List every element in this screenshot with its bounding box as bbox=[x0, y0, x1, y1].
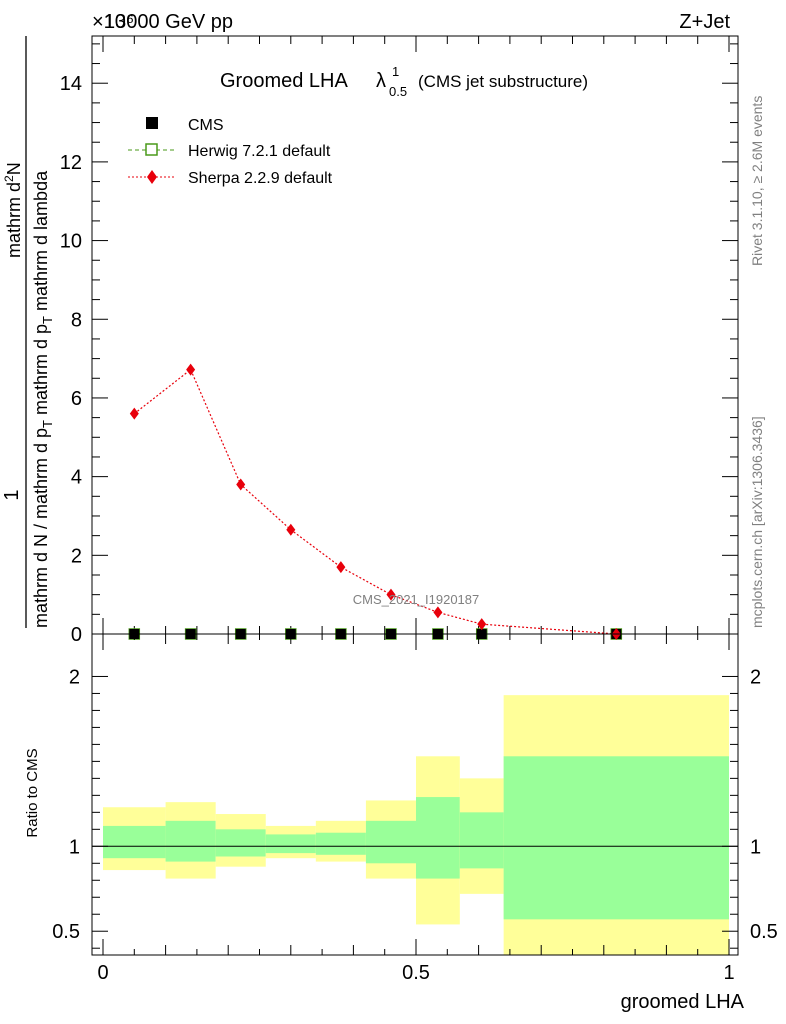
ylabel-den2: mathrm d p bbox=[31, 324, 51, 415]
ratio-axes: 0.5 0.5 1 1 2 2 0 0.5 1 bbox=[52, 634, 778, 984]
exponent-label: ×10⁶ bbox=[92, 11, 134, 33]
main-ytick-label: 12 bbox=[60, 152, 82, 174]
ratio-inner-band bbox=[416, 797, 460, 879]
ratio-ytick-label-right: 0.5 bbox=[750, 921, 778, 943]
ratio-ytick-label: 1 bbox=[69, 836, 80, 858]
sherpa-point bbox=[386, 588, 396, 601]
ratio-xtick-label: 1 bbox=[723, 962, 734, 984]
ratio-ytick-label-right: 2 bbox=[750, 666, 761, 688]
ratio-ytick-label-right: 1 bbox=[750, 836, 761, 858]
sherpa-point bbox=[186, 363, 196, 376]
ylabel-num2-group: mathrm d2N bbox=[2, 162, 24, 258]
ratio-xlabel: groomed LHA bbox=[621, 991, 745, 1013]
title-main: Groomed LHA bbox=[220, 70, 348, 92]
ylabel-num: 1 bbox=[1, 489, 23, 500]
ratio-inner-band bbox=[265, 834, 316, 854]
sherpa-point bbox=[236, 478, 246, 491]
sherpa-point bbox=[336, 561, 346, 574]
ylabel-num2: mathrm d bbox=[4, 182, 24, 258]
legend: CMS Herwig 7.2.1 default Sherpa 2.2.9 de… bbox=[128, 117, 333, 187]
legend-sherpa-marker bbox=[147, 170, 157, 184]
main-ytick-label: 10 bbox=[60, 231, 82, 253]
mcplots-credit-text: mcplots.cern.ch [arXiv:1306.3436] bbox=[749, 416, 765, 628]
ratio-bands bbox=[92, 695, 738, 955]
ratio-ylabel: Ratio to CMS bbox=[24, 748, 41, 837]
analysis-watermark: CMS_2021_I1920187 bbox=[353, 592, 480, 607]
main-ytick-label: 0 bbox=[71, 624, 82, 646]
ratio-inner-band bbox=[315, 832, 366, 855]
ylabel-den-group: mathrm d N / mathrm d pT mathrm d pT mat… bbox=[31, 170, 55, 628]
main-ytick-label: 14 bbox=[60, 73, 82, 95]
title-sup: 1 bbox=[392, 64, 399, 79]
ratio-inner-band bbox=[165, 820, 216, 862]
ratio-xtick-label: 0 bbox=[97, 962, 108, 984]
main-ytick-label: 2 bbox=[71, 545, 82, 567]
ylabel-den2-sub: T bbox=[40, 316, 55, 324]
ratio-ytick-label: 0.5 bbox=[52, 921, 80, 943]
ratio-ytick-label: 2 bbox=[69, 666, 80, 688]
main-ylabel: 1 mathrm d N / mathrm d pT mathrm d pT m… bbox=[1, 36, 55, 628]
sherpa-point bbox=[477, 618, 487, 631]
legend-herwig-label: Herwig 7.2.1 default bbox=[188, 143, 331, 160]
header-process: Z+Jet bbox=[679, 11, 730, 33]
ratio-inner-band bbox=[103, 825, 166, 859]
sherpa-point bbox=[286, 523, 296, 536]
ylabel-den: mathrm d N / mathrm d p bbox=[31, 428, 51, 628]
ratio-inner-band bbox=[215, 829, 266, 857]
legend-sherpa-label: Sherpa 2.2.9 default bbox=[188, 170, 333, 187]
ylabel-den2-rest: mathrm d lambda bbox=[31, 170, 51, 311]
ratio-inner-band bbox=[365, 820, 416, 864]
sherpa-point bbox=[433, 606, 443, 619]
legend-cms-label: CMS bbox=[188, 117, 224, 134]
title-suffix: (CMS jet substructure) bbox=[418, 72, 588, 91]
ratio-panel-frame bbox=[91, 633, 739, 956]
title-lambda: λ bbox=[376, 70, 386, 92]
main-ytick-label: 4 bbox=[71, 467, 82, 489]
ratio-inner-band bbox=[459, 812, 504, 869]
main-ytick-label: 6 bbox=[71, 388, 82, 410]
ratio-inner-band bbox=[503, 756, 729, 920]
ylabel-den-sub: T bbox=[40, 420, 55, 428]
main-axes: 0 2 4 6 8 10 12 14 bbox=[60, 36, 738, 646]
header-energy: 13000 GeV pp bbox=[104, 11, 233, 33]
ylabel-num2-rest: N bbox=[4, 162, 24, 175]
legend-herwig-marker bbox=[145, 143, 158, 156]
ratio-xtick-label: 0.5 bbox=[402, 962, 430, 984]
legend-cms-marker bbox=[146, 117, 158, 129]
main-ytick-label: 8 bbox=[71, 309, 82, 331]
title-sub: 0.5 bbox=[389, 84, 407, 99]
chart-title: Groomed LHA λ 1 0.5 (CMS jet substructur… bbox=[220, 64, 588, 99]
ylabel-num2-sup: 2 bbox=[2, 175, 16, 182]
rivet-version-text: Rivet 3.1.10, ≥ 2.6M events bbox=[749, 96, 765, 266]
sherpa-point bbox=[129, 407, 139, 420]
sherpa-line bbox=[133, 368, 617, 635]
